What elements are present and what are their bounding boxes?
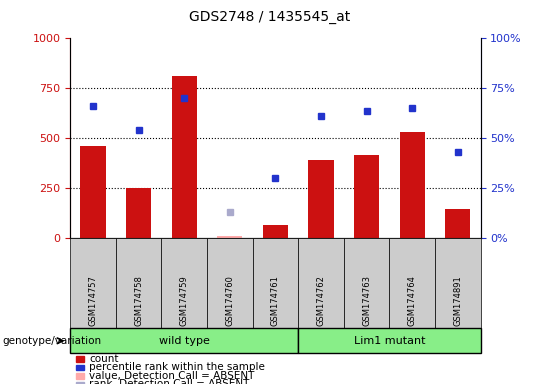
Bar: [308, 160, 334, 238]
Text: percentile rank within the sample: percentile rank within the sample: [89, 362, 265, 372]
Text: value, Detection Call = ABSENT: value, Detection Call = ABSENT: [89, 371, 254, 381]
Text: GSM174762: GSM174762: [316, 276, 326, 326]
Bar: [126, 188, 151, 238]
Text: Lim1 mutant: Lim1 mutant: [354, 336, 425, 346]
Text: GSM174891: GSM174891: [453, 276, 462, 326]
Bar: [172, 76, 197, 238]
Text: GSM174760: GSM174760: [225, 276, 234, 326]
Text: GSM174761: GSM174761: [271, 276, 280, 326]
Text: GSM174759: GSM174759: [180, 276, 188, 326]
Bar: [217, 236, 242, 238]
Text: GDS2748 / 1435545_at: GDS2748 / 1435545_at: [190, 10, 350, 23]
Bar: [400, 132, 425, 238]
Text: rank, Detection Call = ABSENT: rank, Detection Call = ABSENT: [89, 379, 249, 384]
Text: GSM174758: GSM174758: [134, 276, 143, 326]
Bar: [446, 209, 470, 238]
Bar: [354, 155, 379, 238]
Text: count: count: [89, 354, 119, 364]
Text: wild type: wild type: [159, 336, 210, 346]
Bar: [80, 146, 105, 238]
Bar: [263, 225, 288, 238]
Text: GSM174764: GSM174764: [408, 276, 417, 326]
Text: GSM174763: GSM174763: [362, 275, 371, 326]
Text: GSM174757: GSM174757: [89, 276, 98, 326]
Text: genotype/variation: genotype/variation: [3, 336, 102, 346]
